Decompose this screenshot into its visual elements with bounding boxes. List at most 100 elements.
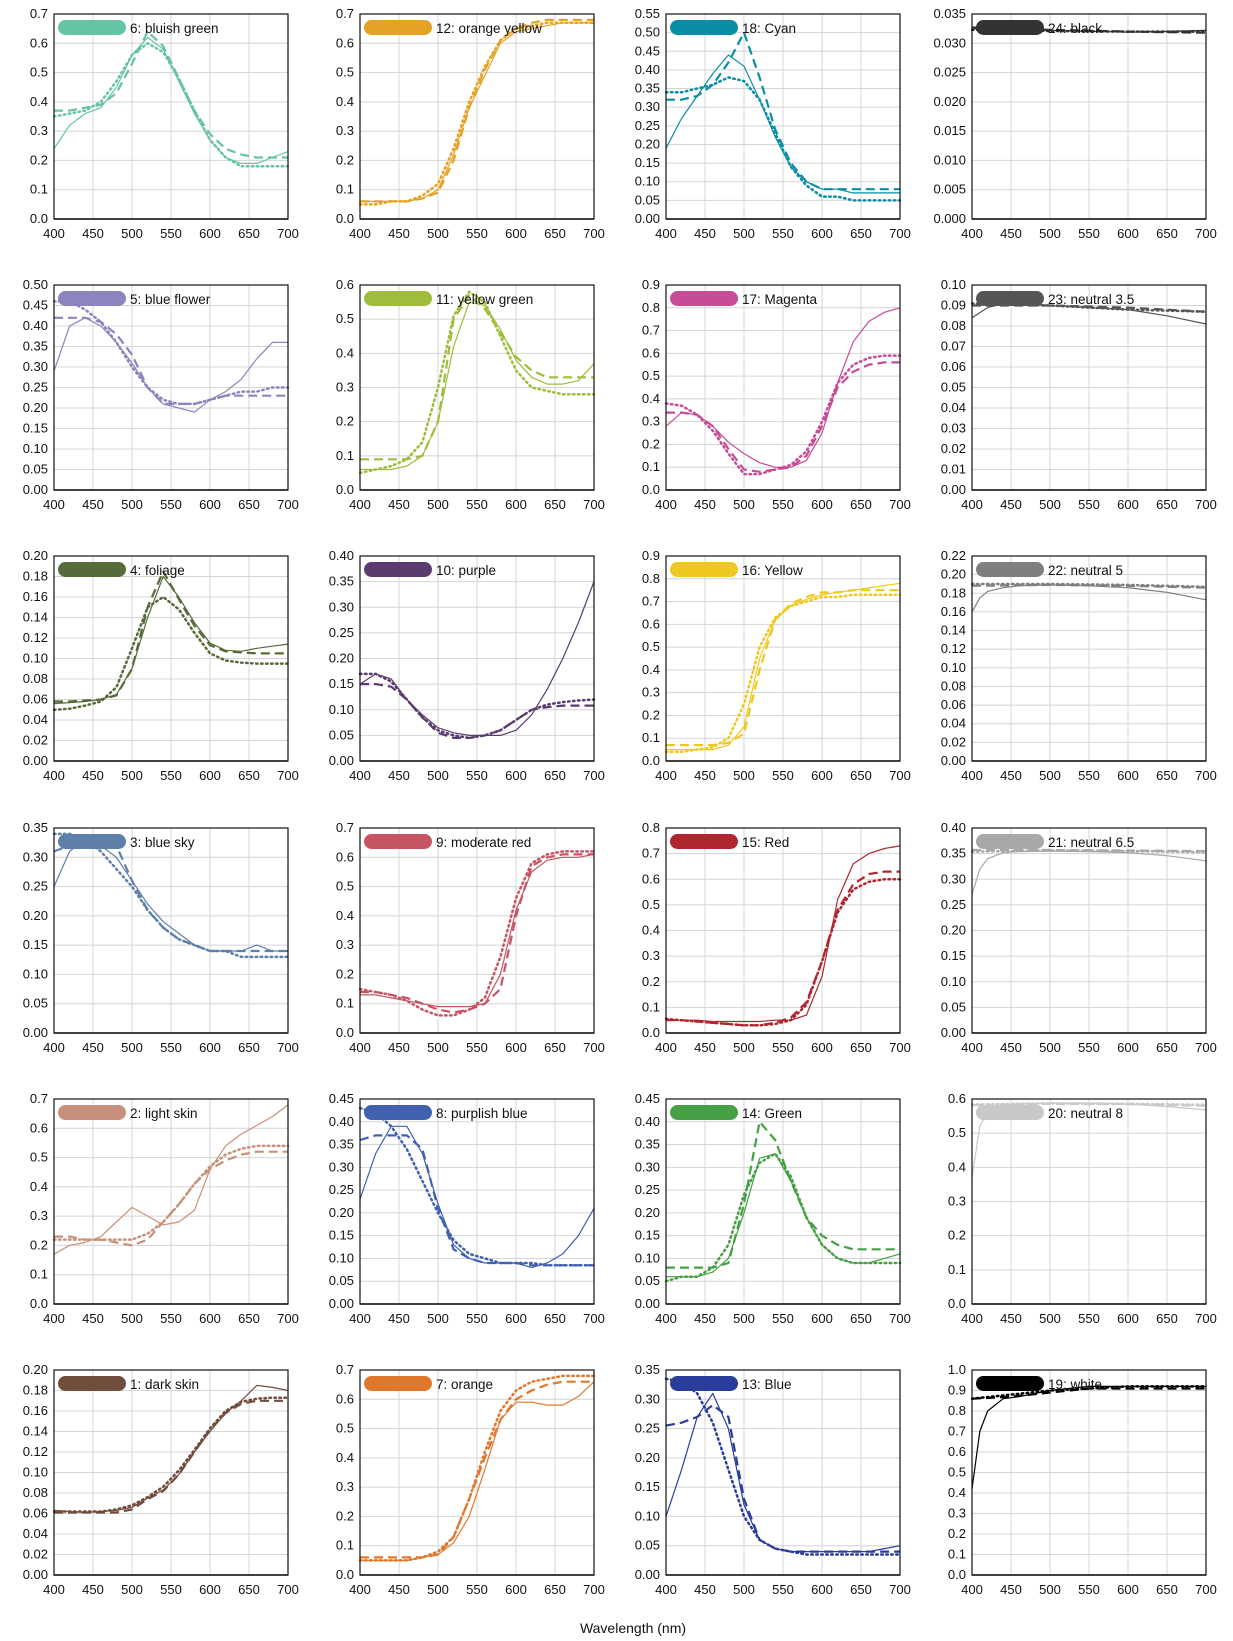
y-tick-label: 0.7 <box>30 6 48 21</box>
x-tick-label: 500 <box>1039 1582 1061 1597</box>
y-tick-label: 0.15 <box>941 948 966 963</box>
series-line-dashed <box>54 316 288 405</box>
x-tick-label: 450 <box>82 768 104 783</box>
y-tick-label: 0.08 <box>23 1485 48 1500</box>
color-swatch <box>670 20 738 35</box>
x-tick-label: 700 <box>277 768 299 783</box>
y-tick-label: 0.2 <box>642 974 660 989</box>
y-tick-label: 0.7 <box>336 6 354 21</box>
series-line-dotted <box>358 1106 596 1267</box>
panel-title: 2: light skin <box>130 1106 198 1121</box>
x-tick-label: 650 <box>238 768 260 783</box>
y-tick-label: 0.35 <box>941 846 966 861</box>
color-swatch <box>670 1105 738 1120</box>
y-tick-label: 0.6 <box>948 1444 966 1459</box>
x-tick-label: 450 <box>694 768 716 783</box>
plot-frame <box>971 555 1207 762</box>
x-tick-label: 500 <box>427 1040 449 1055</box>
y-tick-label: 0.0 <box>642 482 660 497</box>
x-tick-label: 550 <box>1078 1311 1100 1326</box>
y-tick-label: 0.3 <box>336 123 354 138</box>
y-tick-label: 0.7 <box>948 1424 966 1439</box>
series-line-dashed <box>666 31 900 191</box>
color-swatch <box>364 1376 432 1391</box>
series-line-solid <box>53 36 289 164</box>
y-tick-label: 0.10 <box>23 441 48 456</box>
y-tick-label: 0.2 <box>948 1228 966 1243</box>
x-tick-label: 650 <box>544 1311 566 1326</box>
panel-title: 6: bluish green <box>130 21 219 36</box>
color-swatch <box>976 20 1044 35</box>
x-tick-label: 650 <box>544 497 566 512</box>
x-tick-label: 400 <box>961 1040 983 1055</box>
y-tick-label: 0.4 <box>948 1485 966 1500</box>
y-tick-label: 0.12 <box>23 1444 48 1459</box>
x-tick-label: 650 <box>1156 1582 1178 1597</box>
x-tick-label: 450 <box>388 1582 410 1597</box>
y-tick-label: 0.1 <box>642 459 660 474</box>
y-tick-label: 0.18 <box>23 1383 48 1398</box>
x-tick-label: 700 <box>583 1582 605 1597</box>
color-swatch <box>976 1105 1044 1120</box>
y-tick-label: 0.25 <box>941 897 966 912</box>
plot-frame <box>665 1098 901 1305</box>
x-tick-label: 700 <box>583 1040 605 1055</box>
series-line-dotted <box>52 300 290 406</box>
y-tick-label: 0.9 <box>642 277 660 292</box>
panel-title: 7: orange <box>436 1377 493 1392</box>
x-tick-label: 700 <box>583 226 605 241</box>
x-tick-label: 400 <box>961 768 983 783</box>
panel-title: 20: neutral 8 <box>1048 1106 1123 1121</box>
y-tick-label: 0.00 <box>23 482 48 497</box>
x-tick-label: 550 <box>772 497 794 512</box>
y-tick-label: 0.35 <box>329 574 354 589</box>
y-tick-label: 0.6 <box>30 35 48 50</box>
chart-panel: 0.0 0.1 0.2 0.3 0.4 0.5 0.6 400 450 500 550 600 650 7… <box>948 1091 1217 1326</box>
color-swatch <box>364 20 432 35</box>
x-tick-label: 700 <box>583 768 605 783</box>
x-tick-label: 400 <box>349 1311 371 1326</box>
y-tick-label: 0.3 <box>30 123 48 138</box>
y-tick-label: 0.00 <box>23 753 48 768</box>
plot-frame <box>359 1369 595 1576</box>
y-tick-label: 0.25 <box>23 380 48 395</box>
panel-title: 1: dark skin <box>130 1377 199 1392</box>
y-tick-label: 0.20 <box>329 1205 354 1220</box>
x-tick-label: 550 <box>160 1582 182 1597</box>
panel-title: 23: neutral 3.5 <box>1048 292 1134 307</box>
color-swatch <box>670 1376 738 1391</box>
color-swatch <box>670 291 738 306</box>
y-tick-label: 0.10 <box>941 277 966 292</box>
panel-title: 13: Blue <box>742 1377 792 1392</box>
y-tick-label: 0.20 <box>635 136 660 151</box>
y-tick-label: 0.06 <box>941 359 966 374</box>
y-tick-label: 0.4 <box>336 94 354 109</box>
x-tick-label: 550 <box>466 1311 488 1326</box>
x-tick-label: 500 <box>1039 1311 1061 1326</box>
y-tick-label: 0.10 <box>329 1250 354 1265</box>
x-tick-label: 700 <box>1195 768 1217 783</box>
x-tick-label: 400 <box>43 768 65 783</box>
x-tick-label: 450 <box>388 1311 410 1326</box>
y-tick-label: 0.16 <box>941 604 966 619</box>
y-tick-label: 0.35 <box>635 1362 660 1377</box>
y-tick-label: 0.05 <box>23 462 48 477</box>
x-tick-label: 500 <box>427 1582 449 1597</box>
y-tick-label: 0.06 <box>23 1506 48 1521</box>
y-tick-label: 0.8 <box>642 820 660 835</box>
y-tick-label: 0.3 <box>642 414 660 429</box>
y-tick-label: 0.15 <box>23 937 48 952</box>
series-line-dotted <box>52 1144 290 1241</box>
x-tick-label: 600 <box>1117 1582 1139 1597</box>
chart-panel: 0.0 0.1 0.2 0.3 0.4 0.5 0.6 0.7 400 450 500 550 600 6… <box>30 1091 299 1326</box>
x-tick-label: 600 <box>505 1040 527 1055</box>
x-tick-label: 450 <box>388 226 410 241</box>
y-tick-label: 0.14 <box>941 623 966 638</box>
panel-title: 17: Magenta <box>742 292 818 307</box>
x-tick-label: 400 <box>349 1040 371 1055</box>
x-tick-label: 450 <box>694 1582 716 1597</box>
y-tick-label: 0.03 <box>941 421 966 436</box>
y-tick-label: 0.15 <box>635 1479 660 1494</box>
y-tick-label: 0.1 <box>642 730 660 745</box>
y-tick-label: 0.40 <box>23 318 48 333</box>
